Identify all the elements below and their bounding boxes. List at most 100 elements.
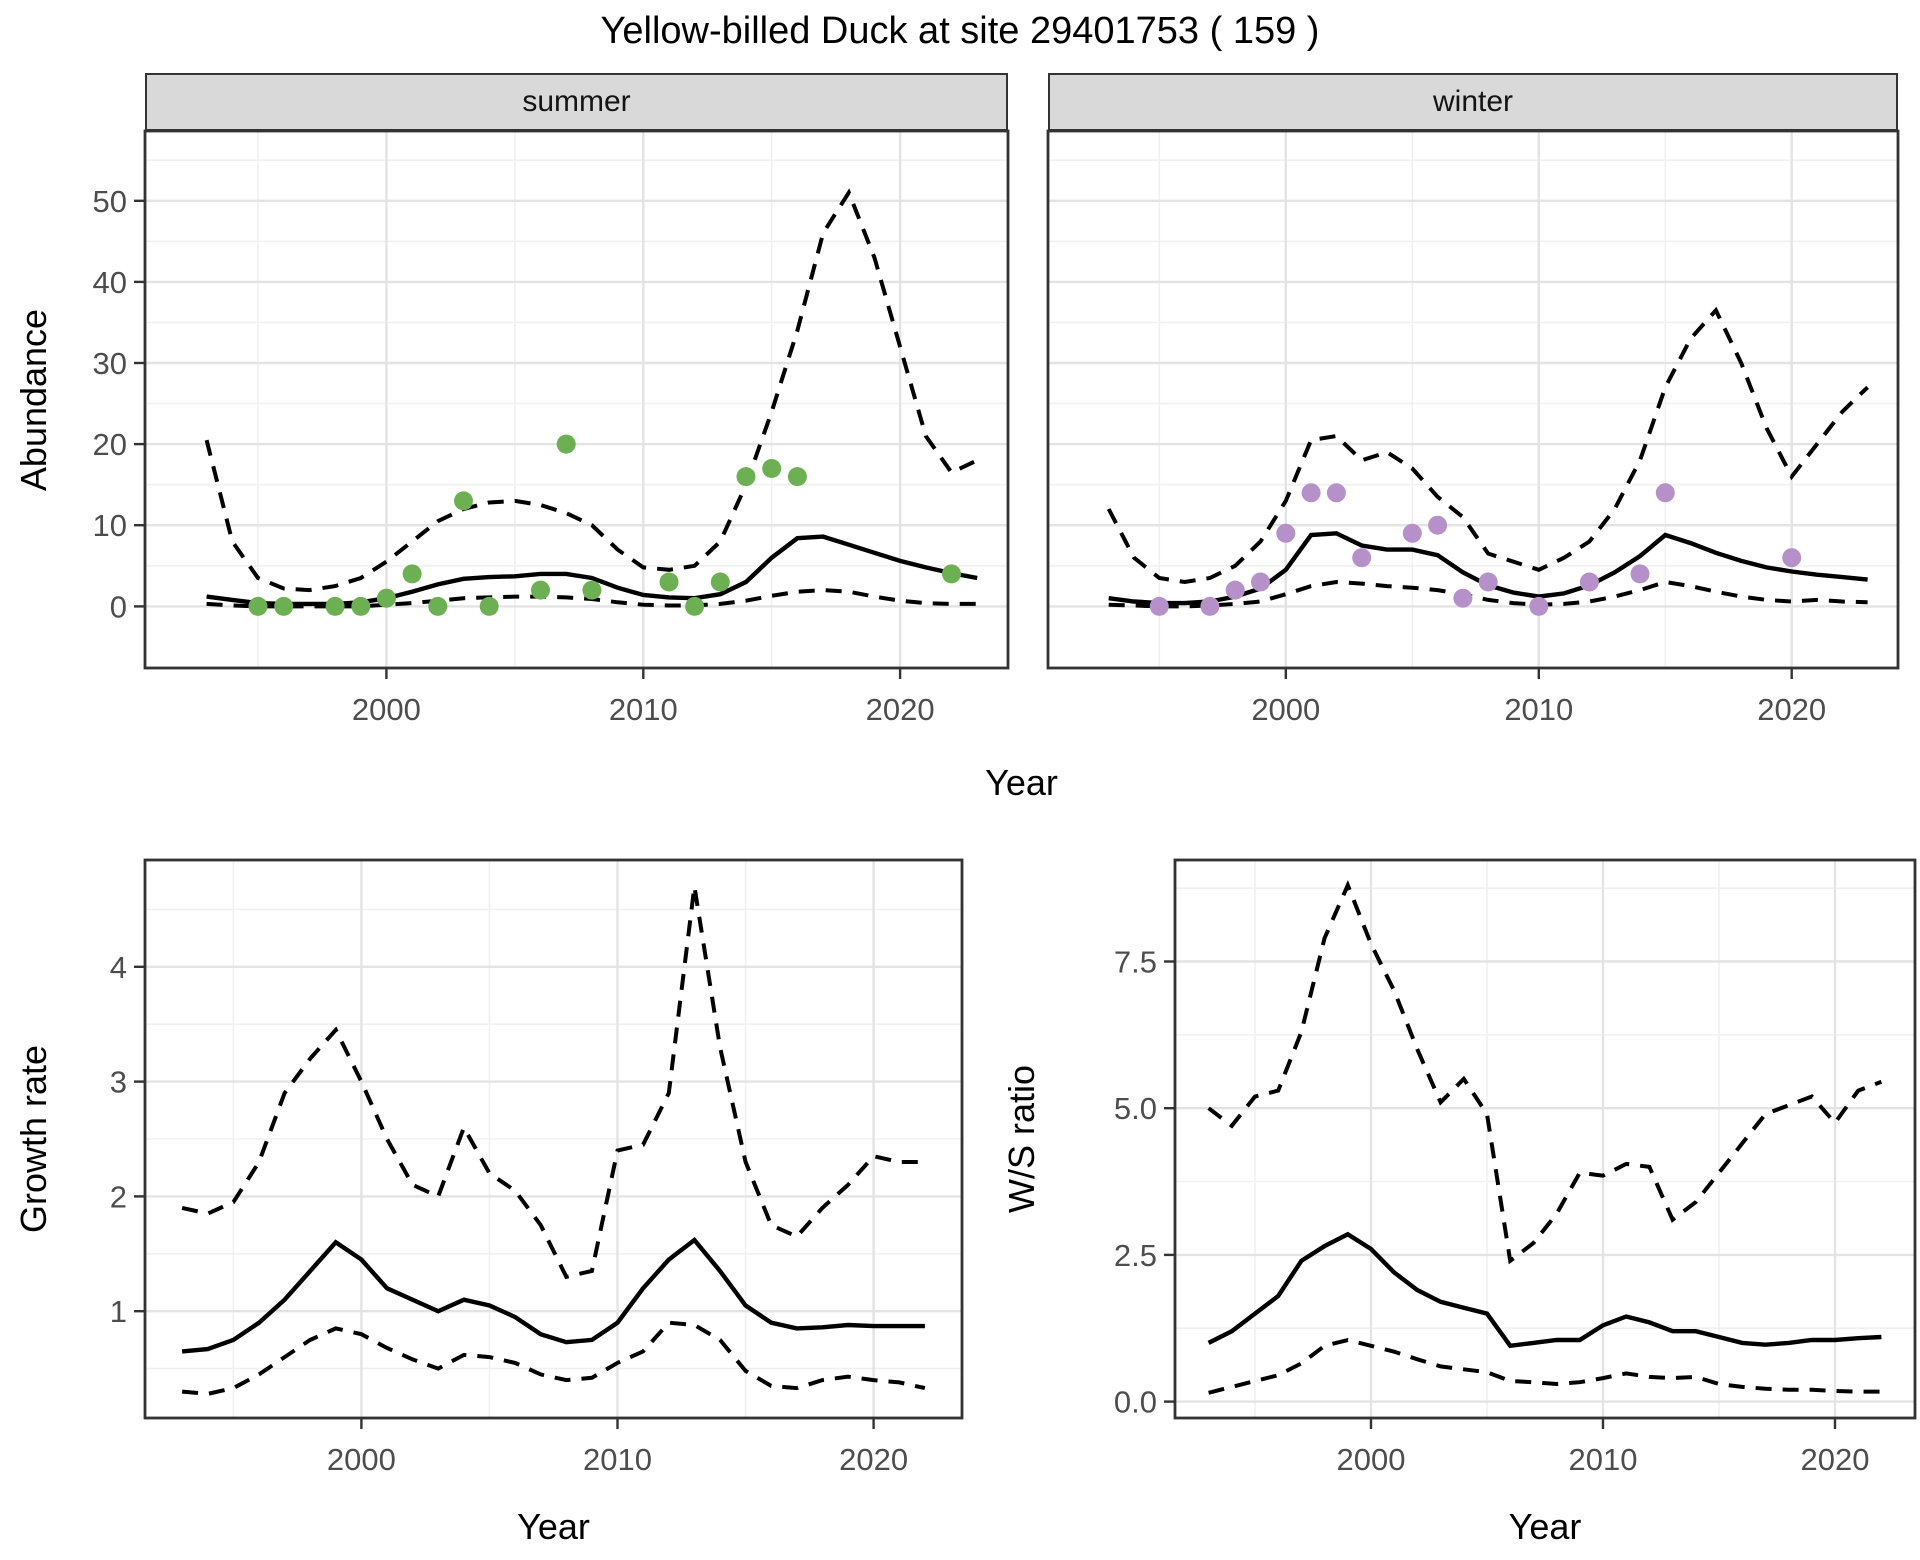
series-mean <box>181 1236 925 1354</box>
x-tick-label: 2000 <box>1251 692 1320 727</box>
y-tick-label: 2.5 <box>1114 1238 1157 1273</box>
data-point <box>762 459 782 478</box>
data-point <box>685 596 705 616</box>
y-tick-label: 4 <box>110 950 127 985</box>
series-lower-ci <box>1108 579 1868 609</box>
data-point <box>402 564 422 584</box>
data-point <box>1402 523 1422 543</box>
data-point <box>1276 523 1296 543</box>
grid-major <box>1175 860 1915 1418</box>
data-point <box>582 580 602 600</box>
y-tick-label: 2 <box>110 1179 127 1214</box>
series-mean <box>1207 1231 1882 1349</box>
y-tick-label: 3 <box>110 1065 127 1100</box>
y-tick-label: 1 <box>110 1294 127 1329</box>
data-point <box>1200 596 1220 616</box>
grid-major <box>145 131 1008 668</box>
facet-strip-summer: summer <box>145 73 1008 131</box>
facet-strip-summer-label: summer <box>522 85 631 118</box>
data-point <box>351 596 371 616</box>
panel-abundance-summer: 2000 2010 2020 0 10 20 30 40 50 <box>93 129 1010 727</box>
series-upper-ci <box>1207 880 1883 1265</box>
x-axis-title-year-top: Year <box>985 762 1058 803</box>
data-point <box>1782 548 1802 568</box>
panel-abundance-winter: 2000 2010 2020 <box>1046 129 1900 727</box>
y-tick-label: 5.0 <box>1114 1091 1157 1126</box>
y-tick-label: 10 <box>93 508 127 543</box>
x-tick-label: 2020 <box>1801 1442 1870 1477</box>
axis-ticks: 2000 2010 2020 1 2 3 4 <box>110 950 908 1477</box>
series-lower-ci <box>1208 1337 1882 1395</box>
x-tick-label: 2010 <box>583 1442 652 1477</box>
series-upper-ci <box>204 188 979 593</box>
data-point <box>1428 515 1448 535</box>
x-axis-title-year-ws: Year <box>1508 1506 1582 1547</box>
panel-ws-ratio: 2000 2010 2020 0.0 2.5 5.0 7.5 <box>1114 858 1917 1478</box>
data-point <box>787 467 807 487</box>
panel-growth-rate: 2000 2010 2020 1 2 3 4 <box>110 858 964 1477</box>
data-point <box>274 596 294 616</box>
x-tick-label: 2010 <box>1569 1442 1638 1477</box>
y-tick-label: 40 <box>93 265 127 300</box>
data-point <box>1149 596 1169 616</box>
y-tick-label: 7.5 <box>1114 945 1157 980</box>
data-point <box>736 467 756 487</box>
x-tick-label: 2020 <box>1757 692 1826 727</box>
data-point <box>1529 596 1549 616</box>
data-point <box>1453 588 1473 608</box>
x-tick-label: 2010 <box>1504 692 1573 727</box>
x-tick-label: 2000 <box>352 692 421 727</box>
data-point <box>248 596 268 616</box>
data-point <box>710 572 730 592</box>
data-point <box>942 564 961 584</box>
data-point <box>1225 580 1245 600</box>
panel-border <box>143 858 964 1420</box>
data-point <box>454 491 473 511</box>
panel-border <box>143 129 1010 670</box>
panel-border <box>1046 129 1900 670</box>
series-lines <box>181 886 926 1396</box>
y-tick-label: 20 <box>93 427 127 462</box>
data-point <box>428 596 448 616</box>
grid-minor <box>145 131 1008 668</box>
x-tick-label: 2010 <box>609 692 678 727</box>
x-tick-label: 2020 <box>866 692 935 727</box>
panel-border <box>1173 858 1917 1420</box>
y-tick-label: 50 <box>93 184 127 219</box>
data-point <box>659 572 679 592</box>
data-point <box>531 580 550 600</box>
data-point <box>479 596 499 616</box>
data-point <box>1301 483 1321 503</box>
observation-points <box>1149 483 1802 616</box>
axis-ticks: 2000 2010 2020 0.0 2.5 5.0 7.5 <box>1114 945 1870 1478</box>
y-axis-title-growth-rate: Growth rate <box>13 1044 54 1234</box>
x-tick-label: 2000 <box>1337 1442 1406 1477</box>
x-axis-title-year-growth: Year <box>517 1506 590 1547</box>
y-tick-label: 0 <box>110 589 127 624</box>
data-point <box>1579 572 1599 592</box>
data-point <box>1326 483 1346 503</box>
data-point <box>1478 572 1498 592</box>
series-lower-ci <box>181 1320 926 1396</box>
panel-background <box>145 131 1008 668</box>
panel-background <box>1175 860 1915 1418</box>
data-point <box>556 434 576 454</box>
grid-major <box>1048 131 1898 668</box>
y-axis-title-abundance: Abundance <box>13 308 54 492</box>
facet-strip-winter: winter <box>1048 73 1898 131</box>
x-tick-label: 2000 <box>327 1442 396 1477</box>
x-tick-label: 2020 <box>839 1442 908 1477</box>
page-title: Yellow-billed Duck at site 29401753 ( 15… <box>600 10 1320 52</box>
series-upper-ci <box>181 886 925 1280</box>
series-lines <box>1207 880 1883 1395</box>
data-point <box>1655 483 1675 503</box>
observation-points <box>248 434 961 616</box>
data-point <box>325 596 345 616</box>
axis-ticks: 2000 2010 2020 <box>1251 668 1826 727</box>
data-point <box>376 588 396 608</box>
panel-background <box>1048 131 1898 668</box>
data-point <box>1352 548 1372 568</box>
series-upper-ci <box>1106 306 1869 585</box>
data-point <box>1251 572 1270 592</box>
